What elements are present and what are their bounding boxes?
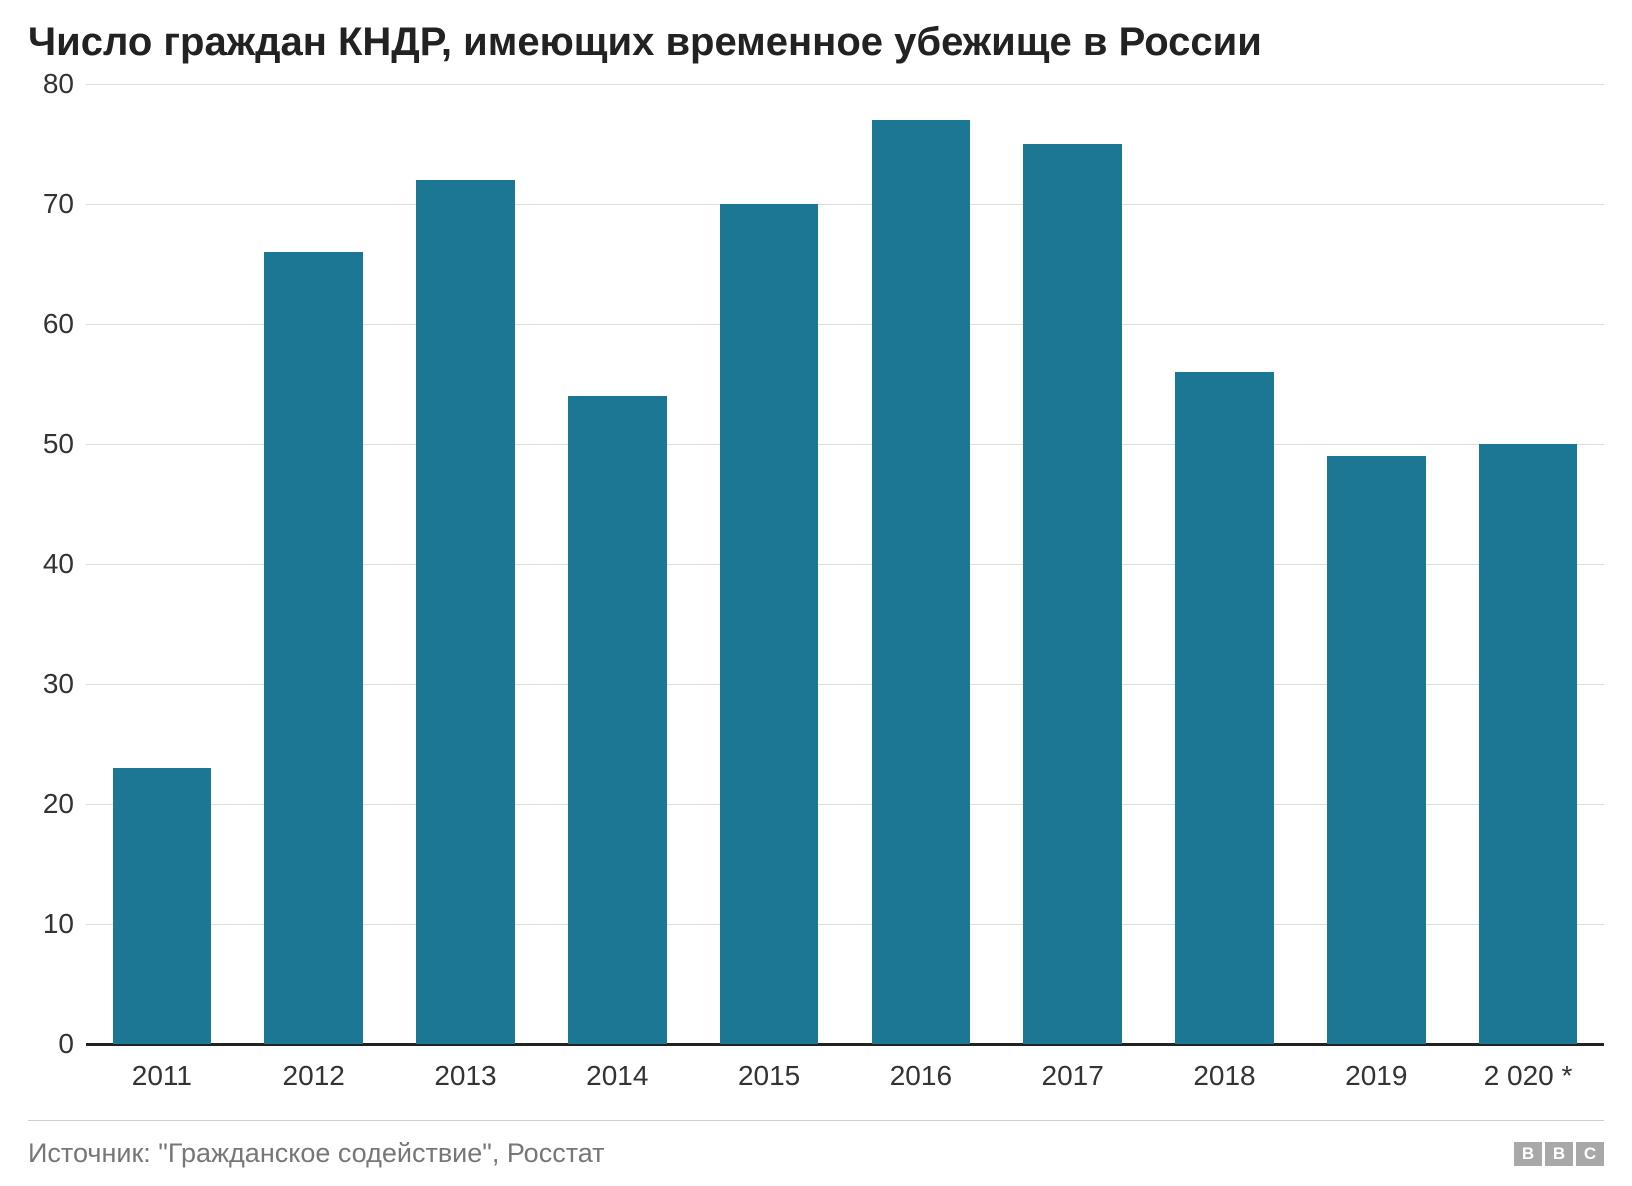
bar xyxy=(872,120,971,1044)
bar xyxy=(1479,444,1578,1044)
bar-chart: 0102030405060708020112012201320142015201… xyxy=(28,84,1604,1094)
y-tick-label: 50 xyxy=(28,428,74,460)
bar-slot xyxy=(845,84,997,1044)
bar xyxy=(113,768,212,1044)
bar xyxy=(1175,372,1274,1044)
bbc-logo-letter: C xyxy=(1576,1142,1604,1166)
x-tick-label: 2017 xyxy=(997,1060,1149,1092)
bar-slot xyxy=(693,84,845,1044)
y-tick-label: 70 xyxy=(28,188,74,220)
footer-divider xyxy=(28,1120,1604,1121)
bbc-logo-letter: B xyxy=(1514,1142,1542,1166)
x-tick-label: 2014 xyxy=(541,1060,693,1092)
x-tick-label: 2015 xyxy=(693,1060,845,1092)
bar-slot xyxy=(997,84,1149,1044)
y-tick-label: 80 xyxy=(28,68,74,100)
y-tick-label: 40 xyxy=(28,548,74,580)
x-tick-label: 2011 xyxy=(86,1060,238,1092)
bbc-logo-letter: B xyxy=(1545,1142,1573,1166)
x-tick-label: 2018 xyxy=(1149,1060,1301,1092)
bar-slot xyxy=(390,84,542,1044)
bar-slot xyxy=(1149,84,1301,1044)
y-tick-label: 20 xyxy=(28,788,74,820)
bar-slot xyxy=(1452,84,1604,1044)
x-tick-label: 2013 xyxy=(390,1060,542,1092)
plot-area xyxy=(86,84,1604,1044)
bar-slot xyxy=(1300,84,1452,1044)
y-tick-label: 10 xyxy=(28,908,74,940)
y-tick-label: 60 xyxy=(28,308,74,340)
chart-title: Число граждан КНДР, имеющих временное уб… xyxy=(28,18,1604,66)
x-tick-label: 2012 xyxy=(238,1060,390,1092)
bar xyxy=(416,180,515,1044)
x-tick-label: 2 020 * xyxy=(1452,1060,1604,1092)
x-tick-label: 2019 xyxy=(1300,1060,1452,1092)
bar-slot xyxy=(86,84,238,1044)
bar xyxy=(1023,144,1122,1044)
bbc-logo: B B C xyxy=(1514,1142,1604,1166)
bar xyxy=(568,396,667,1044)
bar-slot xyxy=(238,84,390,1044)
bar xyxy=(1327,456,1426,1044)
x-labels: 2011201220132014201520162017201820192 02… xyxy=(86,1060,1604,1092)
x-tick-label: 2016 xyxy=(845,1060,997,1092)
y-tick-label: 30 xyxy=(28,668,74,700)
bar xyxy=(264,252,363,1044)
bars-container xyxy=(86,84,1604,1044)
source-text: Источник: "Гражданское содействие", Росс… xyxy=(28,1138,605,1169)
bar-slot xyxy=(541,84,693,1044)
bar xyxy=(720,204,819,1044)
y-tick-label: 0 xyxy=(28,1028,74,1060)
